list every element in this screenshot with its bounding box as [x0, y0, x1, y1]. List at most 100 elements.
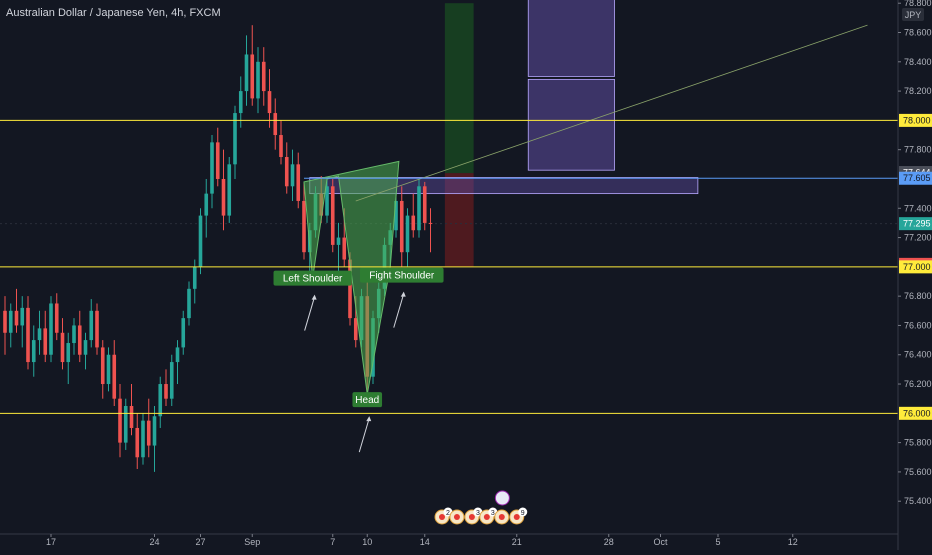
y-tick-label: 77.400 — [904, 203, 932, 213]
x-tick-label: Oct — [653, 537, 668, 547]
x-tick-label: 17 — [46, 537, 56, 547]
price-label: 77.295 — [903, 219, 931, 229]
event-icon-dot — [498, 514, 505, 520]
candle-body — [261, 61, 266, 92]
x-tick-label: 27 — [195, 537, 205, 547]
x-tick-label: 21 — [512, 537, 522, 547]
candle-body — [8, 310, 13, 333]
stop-zone — [444, 173, 474, 267]
candle-body — [221, 178, 226, 216]
annotation-arrowhead — [366, 416, 372, 422]
x-tick-label: 10 — [362, 537, 372, 547]
candle-body — [158, 384, 163, 417]
candle-body — [284, 157, 289, 187]
candle-body — [100, 347, 105, 385]
y-tick-label: 76.400 — [904, 350, 932, 360]
y-tick-label: 77.800 — [904, 145, 932, 155]
supply-zone-1 — [527, 0, 615, 77]
candle-body — [72, 325, 76, 344]
currency-badge-bg — [902, 8, 924, 21]
currency-badge: JPY — [905, 10, 922, 20]
event-icon-dot — [453, 514, 460, 520]
candle-body — [417, 186, 421, 231]
chart-title: Australian Dollar / Japanese Yen, 4h, FX… — [6, 7, 221, 19]
candle-body — [37, 328, 42, 341]
candle-body — [428, 222, 433, 224]
annotation-label: Head — [355, 395, 379, 406]
x-tick-label: 7 — [330, 537, 335, 547]
candle-body — [181, 318, 186, 348]
annotation-label-bg — [352, 392, 383, 408]
candle-body — [267, 91, 272, 114]
x-tick-label: 28 — [604, 537, 614, 547]
candle-body — [95, 310, 99, 348]
y-tick-label: 75.800 — [904, 438, 932, 448]
candle-body — [3, 310, 7, 333]
candle-body — [129, 406, 134, 428]
event-count-badge — [518, 507, 528, 517]
candle-body — [54, 303, 59, 333]
price-label: 76.000 — [903, 408, 931, 418]
candle-body — [422, 186, 427, 223]
event-count: 9 — [521, 510, 525, 517]
event-icon-dot — [468, 514, 475, 520]
supply-zone-2 — [527, 78, 615, 171]
candle-body — [336, 237, 341, 245]
candle-body — [325, 186, 329, 216]
price-label: 77.605 — [903, 173, 931, 183]
candle-body — [112, 354, 117, 399]
y-tick-label: 78.600 — [904, 28, 932, 38]
candle-body — [279, 135, 283, 158]
candle-body — [405, 215, 410, 253]
event-icon-dot — [513, 514, 520, 520]
zones-layer — [309, 0, 699, 267]
candle-body — [394, 200, 398, 231]
candle-body — [26, 307, 30, 363]
candle-body — [141, 420, 145, 458]
candle-body — [204, 193, 209, 216]
candle-body — [118, 398, 122, 443]
candle-body — [290, 164, 295, 187]
candle-body — [146, 420, 151, 446]
candle-body — [210, 142, 214, 194]
events-layer: 2 3 3 9 — [434, 490, 528, 525]
candle-body — [348, 259, 352, 319]
price-label-bg — [899, 217, 932, 231]
annotation-label-bg — [273, 270, 352, 286]
target-zone — [444, 3, 474, 174]
x-tick-label: Sep — [244, 537, 260, 547]
candle-body — [250, 54, 255, 99]
candle-body — [31, 340, 36, 363]
candle-body — [296, 164, 301, 201]
annotation-arrowhead — [400, 291, 406, 297]
candle-body — [399, 200, 404, 253]
candle-body — [49, 303, 53, 355]
price-label: 78.000 — [903, 115, 931, 125]
candle-body — [330, 186, 335, 245]
candle-body — [43, 328, 48, 355]
annotation-label: Fight Shoulder — [369, 271, 435, 282]
y-tick-label: 75.400 — [904, 496, 932, 506]
event-icon-dot — [483, 514, 490, 520]
lines-layer — [0, 24, 898, 414]
y-tick-label: 76.200 — [904, 379, 932, 389]
candle-body — [238, 91, 243, 114]
candle-body — [20, 307, 25, 326]
event-count: 3 — [491, 510, 495, 517]
pattern-layer — [303, 160, 400, 395]
x-tick-label: 5 — [715, 537, 720, 547]
candle-body — [106, 354, 111, 385]
candle-body — [233, 113, 237, 165]
candle-body — [227, 164, 232, 216]
event-count: 3 — [476, 510, 480, 517]
head-and-shoulders-pattern — [303, 160, 400, 395]
candle-body — [66, 343, 71, 363]
candle-body — [302, 200, 306, 253]
candle-body — [164, 384, 168, 399]
candle-body — [353, 318, 358, 341]
candle-body — [60, 332, 65, 363]
candle-body — [175, 347, 180, 363]
annotation-label: Left Shoulder — [283, 274, 343, 285]
